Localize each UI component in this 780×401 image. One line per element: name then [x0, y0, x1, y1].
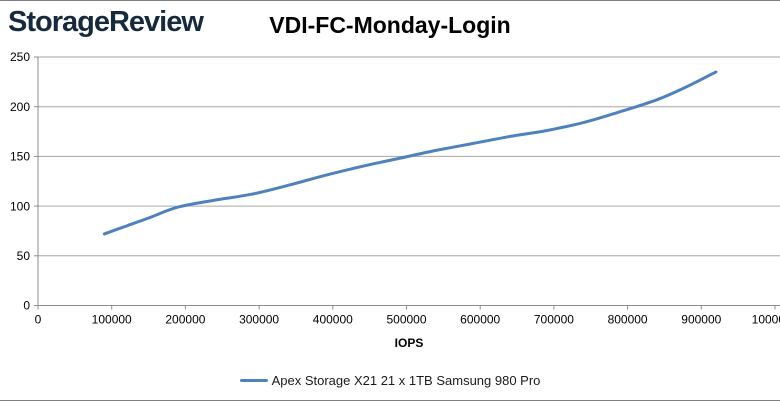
x-tick-label: 200000	[165, 312, 205, 326]
x-tick-label: 1000000	[752, 312, 780, 326]
x-tick-label: 300000	[239, 312, 279, 326]
y-tick-label: 150	[10, 150, 30, 164]
storagereview-logo: StorageReview	[8, 6, 204, 38]
y-tick-label: 250	[10, 50, 30, 64]
y-tick-label: 50	[17, 249, 31, 263]
x-tick-label: 400000	[313, 312, 353, 326]
y-tick-label: 100	[10, 199, 30, 213]
x-axis-title: IOPS	[394, 336, 424, 350]
y-tick-label: 0	[23, 299, 30, 313]
x-tick-label: 500000	[386, 312, 426, 326]
legend-line-swatch	[239, 379, 268, 382]
legend-series-label: Apex Storage X21 21 x 1TB Samsung 980 Pr…	[271, 373, 541, 388]
x-tick-label: 100000	[92, 312, 132, 326]
x-tick-label: 600000	[460, 312, 500, 326]
x-tick-label: 0	[35, 312, 42, 326]
y-tick-label: 200	[10, 100, 30, 114]
x-tick-label: 700000	[534, 312, 574, 326]
legend: Apex Storage X21 21 x 1TB Samsung 980 Pr…	[0, 373, 780, 388]
x-tick-label: 900000	[681, 312, 721, 326]
series-line	[102, 70, 718, 236]
x-tick-label: 800000	[608, 312, 648, 326]
chart-title: VDI-FC-Monday-Login	[269, 12, 511, 38]
